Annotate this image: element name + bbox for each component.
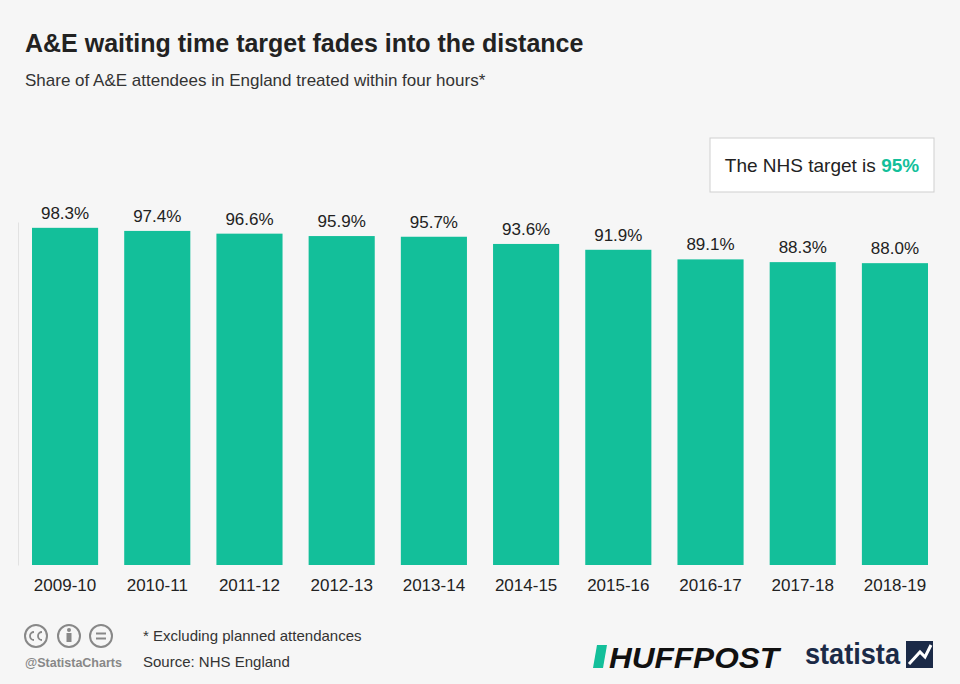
bar (585, 250, 651, 565)
title: A&E waiting time target fades into the d… (25, 29, 584, 57)
by-glyph (67, 633, 72, 642)
x-tick-label: 2011-12 (219, 576, 280, 595)
bar (862, 263, 928, 565)
x-tick: 2011-12 (219, 565, 280, 595)
data-label: 89.1% (686, 235, 734, 254)
by-glyph (67, 628, 71, 632)
bars (32, 228, 928, 565)
annotation-box: The NHS target is 95% (710, 138, 934, 192)
background (0, 0, 960, 684)
annotation: The NHS target is 95% (725, 155, 919, 176)
bar (32, 228, 98, 565)
bar (493, 244, 559, 565)
cc-glyph (30, 632, 42, 640)
logo: HUFFPOST (609, 641, 782, 674)
x-tick-label: 2014-15 (495, 576, 557, 595)
x-tick-label: 2010-11 (127, 576, 188, 595)
x-tick: 2015-16 (587, 565, 649, 595)
bar (216, 234, 282, 565)
source: Source: NHS England (143, 653, 290, 670)
bar (124, 231, 190, 565)
x-tick: 2009-10 (34, 565, 96, 595)
x-tick-label: 2009-10 (34, 576, 96, 595)
data-label: 88.0% (871, 239, 919, 258)
y-axis-line (18, 223, 19, 566)
logo: statista (805, 638, 901, 670)
x-tick: 2012-13 (310, 565, 372, 595)
x-tick-label: 2017-18 (772, 576, 834, 595)
annotation-frame (710, 138, 934, 192)
chart: A&E waiting time target fades into the d… (0, 0, 960, 684)
data-label: 96.6% (225, 210, 273, 229)
license-icon (25, 625, 47, 647)
footnote: * Excluding planned attendances (143, 627, 362, 644)
x-tick: 2017-18 (772, 565, 834, 595)
bar (677, 259, 743, 565)
x-tick-label: 2018-19 (864, 576, 926, 595)
license-icon (90, 625, 112, 647)
data-label: 95.9% (318, 212, 366, 231)
logo-mark (909, 645, 931, 664)
data-label: 97.4% (133, 207, 181, 226)
credit: @StatistaCharts (25, 656, 122, 670)
x-tick: 2010-11 (127, 565, 188, 595)
data-labels: 98.3% 97.4% 96.6% 95.9% 95.7% 93.6% 91.9% 89.1%… (41, 204, 919, 258)
subtitle: Share of A&E attendees in England treate… (25, 71, 486, 90)
data-label: 93.6% (502, 220, 550, 239)
x-tick-label: 2015-16 (587, 576, 649, 595)
data-label: 98.3% (41, 204, 89, 223)
bar (770, 262, 836, 565)
license-icons (25, 625, 112, 647)
x-tick-label: 2012-13 (310, 576, 372, 595)
bar (401, 237, 467, 565)
x-tick: 2018-19 (864, 565, 926, 595)
x-tick: 2016-17 (679, 565, 741, 595)
annotation-value: 95% (881, 155, 919, 176)
logos: HUFFPOST statista (593, 638, 933, 674)
annotation-text: The NHS target is (725, 155, 881, 176)
x-tick-label: 2016-17 (679, 576, 741, 595)
x-tick: 2014-15 (495, 565, 557, 595)
x-axis: 2009-10 2010-11 2011-12 2012-13 2013-14 2014-… (34, 565, 926, 595)
logo-mark (906, 641, 933, 668)
y-axis (18, 223, 19, 566)
nd-glyph (96, 634, 106, 639)
license-icon (58, 625, 80, 647)
logo-mark (593, 645, 607, 668)
data-label: 88.3% (779, 238, 827, 257)
x-tick-label: 2013-14 (403, 576, 465, 595)
data-label: 91.9% (594, 226, 642, 245)
x-tick: 2013-14 (403, 565, 465, 595)
data-label: 95.7% (410, 213, 458, 232)
bar (309, 236, 375, 565)
